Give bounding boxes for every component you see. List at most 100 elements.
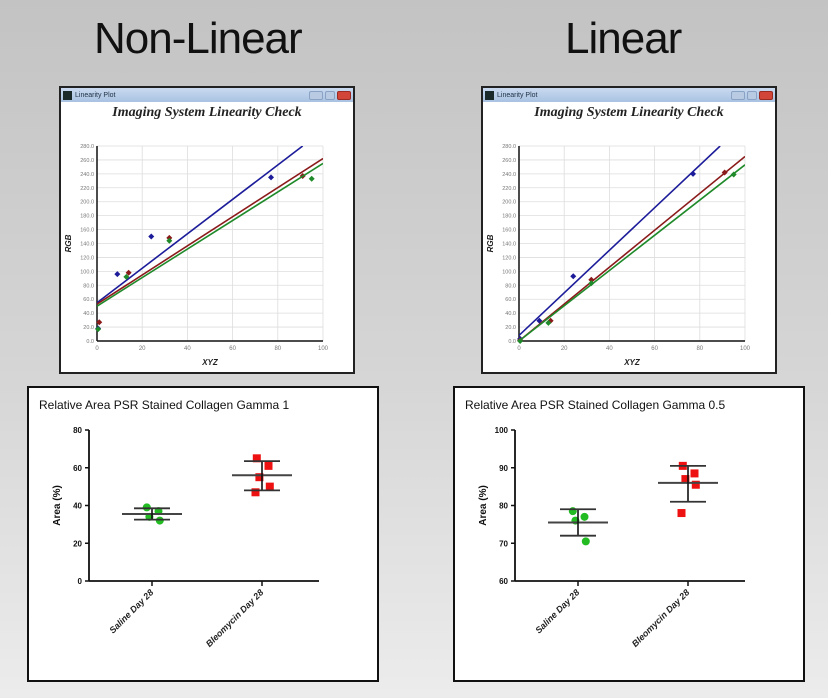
x-category-label: Saline Day 28 (107, 587, 155, 635)
svg-text:200.0: 200.0 (502, 200, 516, 206)
svg-text:80: 80 (696, 346, 703, 352)
svg-text:120.0: 120.0 (502, 255, 516, 261)
maximize-button[interactable] (747, 90, 757, 100)
svg-text:60.0: 60.0 (505, 297, 516, 303)
close-button[interactable] (759, 90, 773, 100)
svg-text:220.0: 220.0 (502, 186, 516, 192)
svg-text:100: 100 (740, 346, 751, 352)
collagen-panel-gamma1: Relative Area PSR Stained Collagen Gamma… (27, 386, 379, 682)
data-point (265, 482, 274, 491)
collagen-panel-gamma05: Relative Area PSR Stained Collagen Gamma… (453, 386, 805, 682)
data-point-blue (690, 170, 697, 177)
svg-text:160.0: 160.0 (502, 228, 516, 234)
window-title: Linearity Plot (75, 91, 116, 99)
maximize-button[interactable] (325, 90, 335, 100)
grid: 0.0 20.0 40.0 60.0 80.0 100.0 120.0 140.0 160.0 1… (502, 144, 750, 352)
data-point (251, 488, 260, 497)
svg-text:0.0: 0.0 (86, 339, 94, 345)
x-axis-label: XYZ (201, 358, 219, 367)
svg-text:80: 80 (499, 502, 508, 511)
minimize-button[interactable] (731, 90, 745, 100)
fit-line-green (97, 162, 323, 307)
linearity-window-nonlinear: Linearity Plot Imaging System Linearity … (59, 86, 355, 374)
svg-text:260.0: 260.0 (80, 158, 94, 164)
heading-non-linear: Non-Linear (94, 14, 303, 63)
panel-title: Relative Area PSR Stained Collagen Gamma… (39, 398, 290, 412)
svg-text:80.0: 80.0 (83, 283, 94, 289)
data-point (142, 503, 151, 512)
svg-text:240.0: 240.0 (80, 172, 94, 178)
data-point-green (730, 171, 737, 178)
data-point (677, 509, 686, 518)
linearity-window-linear: Linearity Plot Imaging System Linearity … (481, 86, 777, 374)
data-point (568, 507, 577, 516)
svg-text:220.0: 220.0 (80, 186, 94, 192)
data-point-green (517, 338, 524, 344)
panel-title: Relative Area PSR Stained Collagen Gamma… (465, 398, 726, 412)
data-point-blue (536, 317, 543, 324)
fit-line-blue (97, 146, 304, 304)
app-icon (485, 90, 494, 100)
svg-text:140.0: 140.0 (80, 242, 94, 248)
svg-text:240.0: 240.0 (502, 172, 516, 178)
window-titlebar: Linearity Plot (483, 88, 775, 102)
data-point (252, 454, 261, 463)
data-point-blue (148, 233, 155, 240)
svg-text:0.0: 0.0 (508, 339, 516, 345)
plot-title: Imaging System Linearity Check (534, 105, 724, 120)
svg-text:40: 40 (606, 346, 613, 352)
data-point (691, 480, 700, 489)
plot-title: Imaging System Linearity Check (112, 105, 302, 120)
svg-text:280.0: 280.0 (80, 144, 94, 150)
data-point-green (545, 319, 552, 326)
svg-text:40.0: 40.0 (83, 311, 94, 317)
app-icon (63, 90, 72, 100)
data-point (690, 469, 699, 478)
svg-text:20.0: 20.0 (505, 325, 516, 331)
data-point (580, 512, 589, 521)
svg-text:120.0: 120.0 (80, 255, 94, 261)
fit-line-green (519, 164, 745, 341)
svg-text:260.0: 260.0 (502, 158, 516, 164)
svg-text:140.0: 140.0 (502, 242, 516, 248)
svg-text:20: 20 (139, 346, 146, 352)
data-point-red (96, 319, 103, 326)
svg-text:160.0: 160.0 (80, 228, 94, 234)
x-category-label: Bleomycin Day 28 (204, 587, 266, 649)
data-point-red (721, 169, 728, 176)
data-point-blue (570, 273, 577, 280)
y-axis-label: RGB (64, 234, 73, 252)
y-axis-label: Area (%) (52, 485, 63, 526)
svg-text:70: 70 (499, 539, 508, 548)
svg-text:80.0: 80.0 (505, 283, 516, 289)
close-button[interactable] (337, 90, 351, 100)
x-axis-label: XYZ (623, 358, 641, 367)
dot-plot-gamma05: 60 70 80 90 100 Area (%) Saline Day 28 Bleomyci… (478, 426, 745, 649)
dot-plot-gamma1: 0 20 40 60 80 Area (%) Saline Day 28 Bleomycin … (52, 426, 319, 649)
data-point-green (95, 326, 102, 333)
svg-text:60: 60 (499, 577, 508, 586)
y-axis-label: RGB (486, 234, 495, 252)
data-point-green (308, 175, 315, 182)
svg-text:180.0: 180.0 (502, 214, 516, 220)
heading-linear: Linear (565, 14, 682, 63)
svg-text:200.0: 200.0 (80, 200, 94, 206)
svg-text:60: 60 (73, 464, 82, 473)
svg-text:60: 60 (651, 346, 658, 352)
fit-line-blue (519, 146, 721, 337)
svg-text:0: 0 (95, 346, 99, 352)
svg-text:80: 80 (73, 426, 82, 435)
data-point-blue (114, 271, 121, 278)
data-point-green (588, 280, 595, 287)
minimize-button[interactable] (309, 90, 323, 100)
svg-text:20.0: 20.0 (83, 325, 94, 331)
svg-text:100: 100 (318, 346, 329, 352)
svg-text:100: 100 (495, 426, 509, 435)
data-point (255, 473, 264, 482)
linearity-plot-linear: 0.0 20.0 40.0 60.0 80.0 100.0 120.0 140.0 160.0 1… (486, 144, 751, 367)
svg-text:80: 80 (274, 346, 281, 352)
data-point-blue (268, 174, 275, 181)
data-point (681, 475, 690, 484)
y-axis-label: Area (%) (478, 485, 489, 526)
svg-text:40: 40 (73, 502, 82, 511)
